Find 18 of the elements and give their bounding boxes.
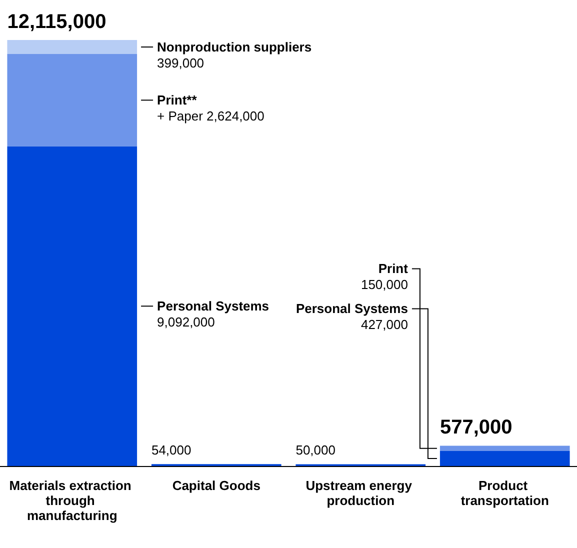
x-tick-label: Upstream energy production bbox=[306, 478, 416, 508]
bar bbox=[7, 54, 138, 146]
bar bbox=[440, 446, 570, 451]
data-label: 50,000 bbox=[296, 442, 336, 458]
data-label: Personal Systems 427,000 bbox=[296, 301, 408, 332]
bar bbox=[440, 450, 570, 466]
total-label: 577,000 bbox=[440, 416, 512, 439]
data-label: 54,000 bbox=[151, 442, 192, 458]
x-tick-label: Product transportation bbox=[460, 478, 549, 508]
x-tick-label: Capital Goods bbox=[172, 478, 260, 493]
total-label: 12,115,000 bbox=[7, 11, 106, 33]
data-label: Personal Systems 9,092,000 bbox=[157, 298, 270, 330]
bar bbox=[7, 146, 138, 466]
x-tick-label: Materials extraction through manufacturing bbox=[9, 478, 135, 523]
data-label: Print 150,000 bbox=[360, 261, 409, 292]
data-label: Nonproduction suppliers 399,000 bbox=[157, 40, 312, 71]
bar bbox=[7, 40, 138, 54]
data-label: Print** + Paper 2,624,000 bbox=[157, 92, 264, 124]
